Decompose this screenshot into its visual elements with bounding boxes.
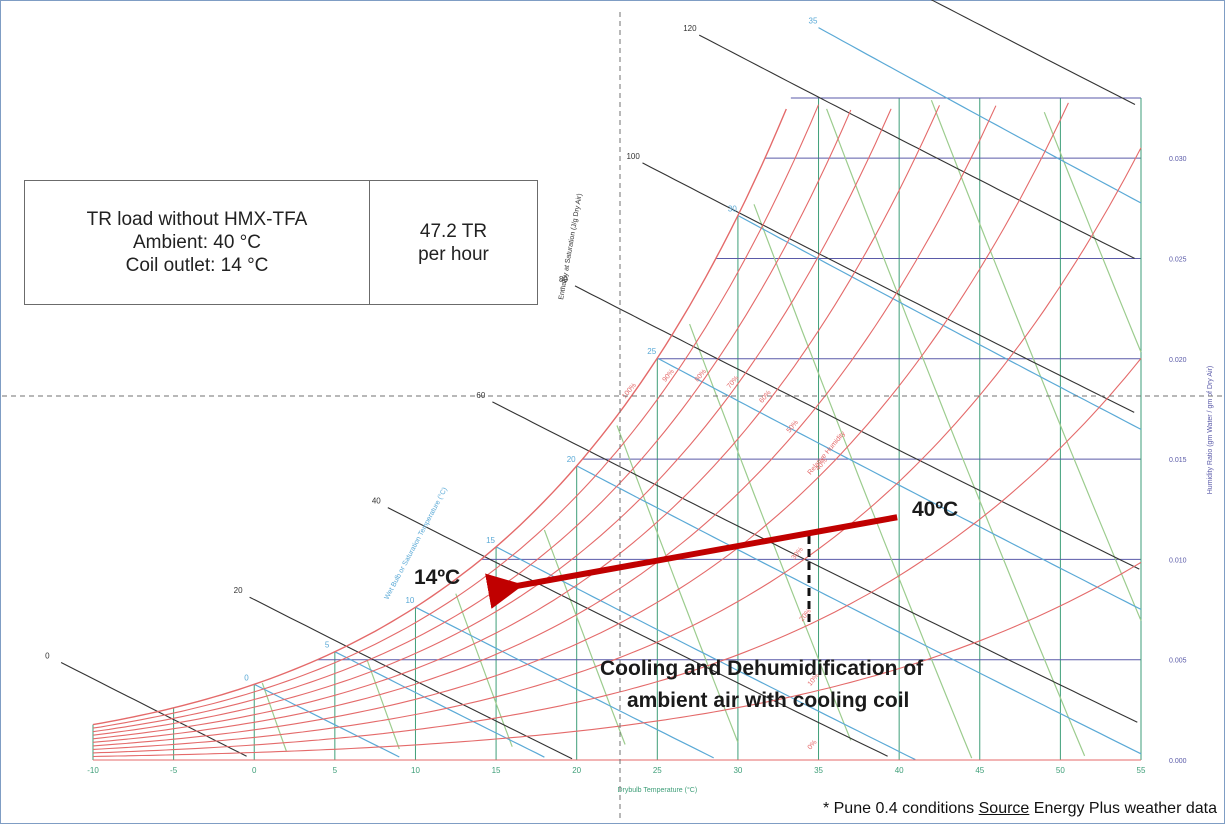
enthalpy-tick-label: 20 bbox=[234, 586, 243, 595]
rh-curve-label: 0% bbox=[807, 739, 819, 751]
specific-volume-line bbox=[1043, 111, 1142, 353]
end-point-label: 14ºC bbox=[414, 566, 461, 589]
wetbulb-line bbox=[415, 606, 714, 759]
rh-curve bbox=[92, 105, 941, 740]
x-tick-label: 45 bbox=[975, 766, 984, 775]
rh-curve bbox=[92, 358, 1142, 754]
x-tick-label: 0 bbox=[252, 766, 257, 775]
specific-volume-line bbox=[616, 425, 739, 743]
process-caption-line1: Cooling and Dehumidification of bbox=[600, 657, 924, 680]
rh-curve-label: 20% bbox=[799, 608, 813, 623]
enthalpy-line bbox=[60, 662, 247, 757]
enthalpy-line bbox=[387, 507, 888, 757]
specific-volume-line bbox=[543, 529, 626, 745]
x-tick-label: 20 bbox=[572, 766, 581, 775]
enthalpy-line bbox=[574, 285, 1140, 570]
enthalpy-tick-label: 40 bbox=[372, 497, 381, 506]
x-tick-label: 30 bbox=[733, 766, 742, 775]
rh-curve bbox=[92, 108, 787, 726]
wetbulb-tick-label: 30 bbox=[728, 205, 737, 214]
process-arrow bbox=[485, 514, 898, 609]
x-tick-label: 10 bbox=[411, 766, 420, 775]
wetbulb-line bbox=[495, 546, 916, 761]
wetbulb-line bbox=[818, 27, 1142, 204]
enthalpy-line bbox=[249, 596, 573, 760]
x-tick-label: 35 bbox=[814, 766, 823, 775]
rh-curve bbox=[92, 108, 892, 736]
specific-volume-line bbox=[930, 99, 1142, 621]
tr-value-text: 47.2 TR bbox=[419, 220, 488, 242]
footnote-source-link[interactable]: Source bbox=[978, 800, 1030, 817]
wetbulb-line bbox=[657, 357, 1142, 610]
wetbulb-tick-label: 10 bbox=[405, 596, 414, 605]
rh-curve bbox=[92, 102, 1069, 747]
tr-unit-text: per hour bbox=[418, 243, 489, 265]
wetbulb-tick-label: 0 bbox=[244, 673, 249, 682]
enthalpy-axis-title: Enthalpy at Saturation (J/g Dry Air) bbox=[558, 193, 584, 300]
y-tick-label: 0.030 bbox=[1169, 156, 1187, 163]
enthalpy-line bbox=[492, 401, 1138, 723]
wetbulb-line bbox=[737, 214, 1142, 430]
y-tick-label: 0.010 bbox=[1169, 557, 1187, 564]
specific-volume-line bbox=[753, 204, 973, 759]
y-axis-label: Humidity Ratio (gm Water / gm of Dry Air… bbox=[1207, 366, 1214, 495]
y-tick-label: 0.000 bbox=[1169, 758, 1187, 765]
tr-load-description: TR load without HMX-TFA Ambient: 40 °C C… bbox=[25, 181, 370, 304]
x-tick-label: 5 bbox=[333, 766, 338, 775]
wetbulb-tick-label: 20 bbox=[567, 455, 576, 464]
tr-load-title: TR load without HMX-TFA bbox=[86, 209, 308, 230]
y-tick-label: 0.020 bbox=[1169, 357, 1187, 364]
x-tick-label: 25 bbox=[653, 766, 662, 775]
rh-curve bbox=[92, 105, 997, 743]
specific-volume-line bbox=[826, 108, 1086, 757]
footnote-suffix: Energy Plus weather data bbox=[1029, 800, 1217, 817]
wetbulb-line bbox=[576, 465, 1142, 755]
enthalpy-tick-label: 0 bbox=[45, 651, 50, 660]
rh-curve bbox=[92, 104, 820, 729]
enthalpy-line bbox=[698, 34, 1135, 259]
rh-curve bbox=[92, 109, 852, 733]
rh-curve-label: 60% bbox=[758, 389, 772, 404]
tr-load-box: TR load without HMX-TFA Ambient: 40 °C C… bbox=[24, 180, 538, 305]
wetbulb-line bbox=[253, 683, 400, 758]
tr-load-value: 47.2 TR per hour bbox=[370, 181, 537, 304]
x-tick-label: 15 bbox=[492, 766, 501, 775]
wetbulb-tick-label: 15 bbox=[486, 536, 495, 545]
x-tick-label: 50 bbox=[1056, 766, 1065, 775]
ambient-temp-text: Ambient: 40 °C bbox=[133, 232, 261, 253]
y-tick-label: 0.005 bbox=[1169, 658, 1187, 665]
wetbulb-line bbox=[334, 651, 545, 758]
wetbulb-tick-label: 35 bbox=[809, 17, 818, 26]
specific-volume-line bbox=[261, 682, 288, 752]
coil-outlet-text: Coil outlet: 14 °C bbox=[125, 255, 269, 276]
start-point-label: 40ºC bbox=[912, 498, 959, 521]
enthalpy-tick-label: 60 bbox=[476, 391, 485, 400]
x-axis-label: Drybulb Temperature (°C) bbox=[617, 786, 697, 794]
footnote: * Pune 0.4 conditions Source Energy Plus… bbox=[823, 800, 1217, 818]
y-tick-label: 0.015 bbox=[1169, 457, 1187, 464]
rh-curve bbox=[92, 561, 1142, 758]
specific-volume-line bbox=[455, 593, 513, 747]
process-caption-line2: ambient air with cooling coil bbox=[627, 689, 910, 712]
enthalpy-line bbox=[930, 0, 1136, 105]
y-tick-label: 0.025 bbox=[1169, 256, 1187, 263]
enthalpy-tick-label: 120 bbox=[683, 24, 697, 33]
wetbulb-tick-label: 5 bbox=[325, 641, 330, 650]
enthalpy-tick-label: 100 bbox=[626, 152, 640, 161]
x-tick-label: -5 bbox=[170, 766, 178, 775]
wetbulb-tick-label: 25 bbox=[647, 347, 656, 356]
specific-volume-line bbox=[689, 323, 852, 741]
enthalpy-tick-label: 80 bbox=[559, 275, 568, 284]
x-tick-label: 40 bbox=[895, 766, 904, 775]
x-tick-label: -10 bbox=[87, 766, 99, 775]
rh-curve bbox=[92, 147, 1142, 750]
specific-volume-line bbox=[366, 659, 400, 750]
footnote-prefix: * Pune 0.4 conditions bbox=[822, 800, 979, 817]
x-tick-label: 55 bbox=[1137, 766, 1146, 775]
enthalpy-line bbox=[642, 162, 1135, 413]
